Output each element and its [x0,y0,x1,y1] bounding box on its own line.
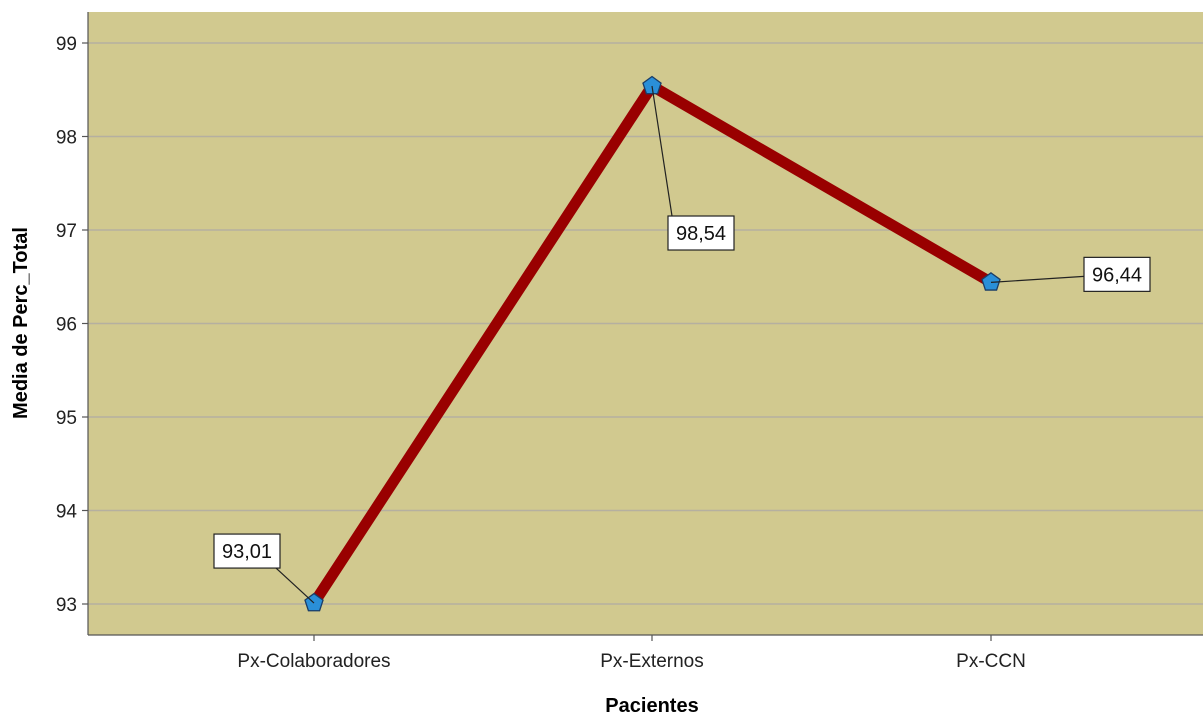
y-tick-label: 93 [56,595,77,616]
x-axis-ticks: Px-Colaboradores Px-Externos Px-CCN [237,635,1026,672]
x-tick-label: Px-CCN [956,651,1026,672]
label-leader-line [990,275,1085,283]
x-tick-label: Px-Externos [600,651,703,672]
data-label: 98,54 [676,223,726,245]
y-axis-title: Media de Perc_Total [10,227,32,419]
data-label-box [667,215,735,251]
data-label: 96,44 [1092,264,1142,286]
data-labels: 93,01 98,54 96,44 [213,85,1151,604]
data-label: 93,01 [222,541,272,563]
y-tick-label: 95 [56,408,77,429]
x-axis-title: Pacientes [605,695,698,715]
data-point-marker [642,75,662,95]
label-leader-line [651,85,673,217]
y-tick-label: 96 [56,315,77,336]
x-tick-label: Px-Colaboradores [237,651,390,672]
data-label-box [1083,256,1151,292]
data-point-marker [981,272,1001,291]
y-tick-label: 99 [56,34,77,55]
y-axis-ticks: 93 94 95 96 97 98 99 [56,34,88,616]
label-leader-line [275,567,315,604]
y-tick-label: 98 [56,128,77,149]
y-tick-label: 97 [56,221,77,242]
data-label-box [213,533,281,569]
gridlines [88,42,1203,605]
y-tick-label: 94 [56,502,78,523]
data-point-marker [304,592,324,612]
